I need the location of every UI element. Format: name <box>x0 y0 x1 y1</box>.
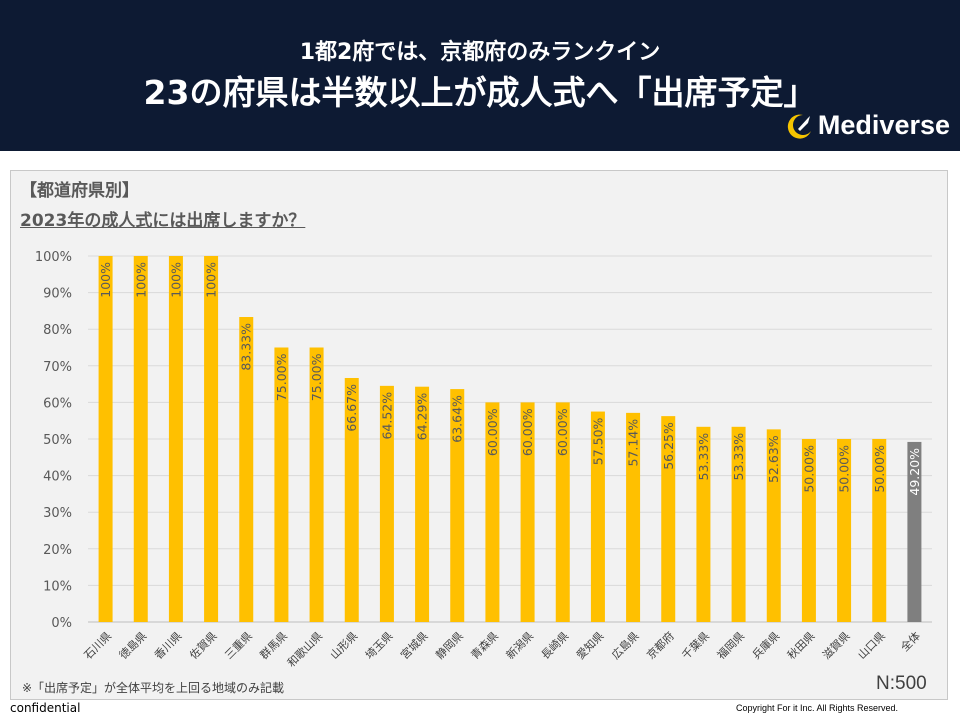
x-tick-label: 兵庫県 <box>749 629 782 662</box>
data-label: 50.00% <box>801 445 816 493</box>
x-tick-label: 石川県 <box>82 629 115 662</box>
rocket-moon-icon <box>787 114 811 139</box>
y-tick-label: 70% <box>43 360 72 375</box>
bar <box>204 256 219 622</box>
bar <box>98 256 113 622</box>
y-tick-label: 90% <box>43 287 72 302</box>
x-tick-label: 佐賀県 <box>186 629 219 662</box>
y-tick-label: 60% <box>43 396 72 411</box>
x-tick-label: 山形県 <box>328 629 361 662</box>
data-label: 57.50% <box>590 417 605 465</box>
bar <box>801 439 816 622</box>
x-tick-label: 全体 <box>898 629 923 654</box>
y-tick-label: 10% <box>43 579 72 594</box>
data-label: 53.33% <box>731 433 746 481</box>
bar <box>907 441 922 622</box>
y-tick-label: 80% <box>43 323 72 338</box>
bar <box>661 416 676 622</box>
chart-title-line1: 【都道府県別】 <box>20 181 139 201</box>
data-label: 100% <box>204 262 219 298</box>
x-tick-label: 徳島県 <box>116 629 149 662</box>
bar <box>626 412 641 622</box>
y-tick-label: 0% <box>51 616 72 631</box>
chart-panel <box>10 170 948 700</box>
bar <box>520 402 535 622</box>
x-tick-label: 愛知県 <box>573 629 606 662</box>
bar <box>168 256 183 622</box>
data-label: 100% <box>168 262 183 298</box>
x-tick-label: 群馬県 <box>257 629 290 662</box>
data-label: 66.67% <box>344 384 359 432</box>
data-label: 50.00% <box>872 445 887 493</box>
y-tick-label: 50% <box>43 433 72 448</box>
sample-size: N:500 <box>876 673 927 694</box>
confidential-label: confidential <box>10 701 81 715</box>
x-tick-label: 和歌山県 <box>284 629 325 670</box>
data-label: 50.00% <box>837 445 852 493</box>
data-label: 83.33% <box>239 323 254 371</box>
data-label: 100% <box>133 262 148 298</box>
x-tick-label: 三重県 <box>222 629 255 662</box>
data-label: 49.20% <box>907 448 922 496</box>
data-label: 60.00% <box>520 408 535 456</box>
x-tick-label: 静岡県 <box>433 629 466 662</box>
y-tick-label: 100% <box>35 250 72 265</box>
data-label: 75.00% <box>309 353 324 401</box>
x-tick-label: 広島県 <box>608 629 641 662</box>
header-title: 23の府県は半数以上が成人式へ「出席予定」 <box>143 73 817 112</box>
x-tick-label: 宮城県 <box>397 629 430 662</box>
x-tick-label: 千葉県 <box>679 629 712 662</box>
y-tick-label: 20% <box>43 543 72 558</box>
bar <box>133 256 148 622</box>
x-tick-label: 福岡県 <box>714 629 747 662</box>
bar <box>274 347 289 622</box>
x-tick-label: 京都府 <box>644 629 677 662</box>
bar <box>872 439 887 622</box>
bar <box>555 402 570 622</box>
bar <box>485 402 500 622</box>
data-label: 64.29% <box>415 393 430 441</box>
data-label: 57.14% <box>626 419 641 467</box>
bar <box>379 385 394 622</box>
x-tick-label: 香川県 <box>152 629 185 662</box>
x-tick-label: 青森県 <box>468 629 501 662</box>
data-label: 53.33% <box>696 433 711 481</box>
bar <box>696 426 711 622</box>
bar <box>344 377 359 622</box>
chart-title-line2: 2023年の成人式には出席しますか？ <box>20 211 306 231</box>
y-tick-label: 40% <box>43 470 72 485</box>
bar <box>731 426 746 622</box>
data-label: 75.00% <box>274 353 289 401</box>
data-label: 64.52% <box>379 392 394 440</box>
bar <box>239 317 254 622</box>
bar <box>766 429 781 622</box>
header-subtitle: 1都2府では、京都府のみランクイン <box>299 40 661 65</box>
x-tick-label: 新潟県 <box>503 629 536 662</box>
x-tick-label: 埼玉県 <box>362 629 395 662</box>
bar <box>415 386 430 622</box>
data-label: 60.00% <box>555 408 570 456</box>
x-tick-label: 長崎県 <box>538 629 571 662</box>
y-tick-label: 30% <box>43 506 72 521</box>
data-label: 100% <box>98 262 113 298</box>
data-label: 63.64% <box>450 395 465 443</box>
brand-logo: Mediverse <box>784 110 950 141</box>
copyright-text: Copyright For it Inc. All Rights Reserve… <box>736 703 899 713</box>
x-tick-label: 秋田県 <box>784 629 817 662</box>
data-label: 56.25% <box>661 422 676 470</box>
bar <box>450 389 465 622</box>
bar <box>837 439 852 622</box>
bar <box>309 347 324 622</box>
x-tick-label: 滋賀県 <box>820 629 853 662</box>
header-banner <box>0 0 960 151</box>
chart-note: ※「出席予定」が全体平均を上回る地域のみ記載 <box>22 681 285 695</box>
bar <box>590 411 605 622</box>
data-label: 52.63% <box>766 435 781 483</box>
logo-text: Mediverse <box>817 110 950 140</box>
x-tick-label: 山口県 <box>855 629 888 662</box>
data-label: 60.00% <box>485 408 500 456</box>
